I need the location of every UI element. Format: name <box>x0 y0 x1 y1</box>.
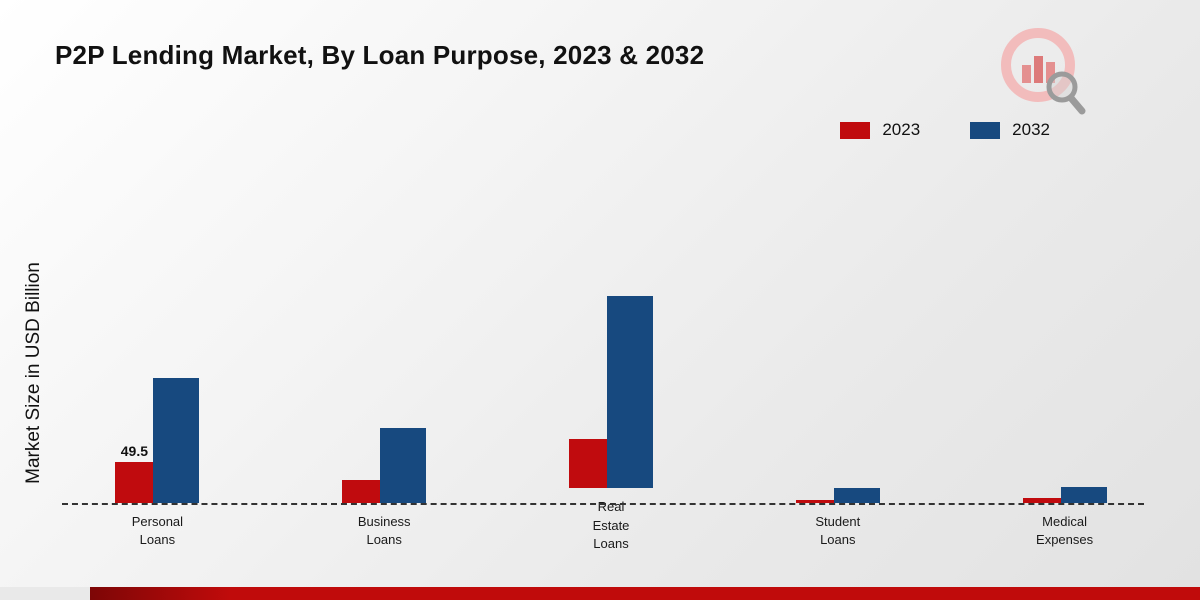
bar-group-student-loans: Student Loans <box>724 293 951 553</box>
legend-label-2023: 2023 <box>882 120 921 139</box>
bar-2032-personal-loans <box>153 378 200 503</box>
data-label-personal-2023: 49.5 <box>120 443 149 460</box>
legend-item-2032: 2032 <box>970 120 1050 140</box>
category-label-student-loans: Student Loans <box>815 514 861 548</box>
bar-2023-personal-loans: 49.5 <box>115 443 154 503</box>
y-axis-label: Market Size in USD Billion <box>23 262 44 484</box>
bar-2032-business-loans <box>380 427 427 503</box>
category-label-medical-expenses: Medical Expenses <box>1036 514 1094 548</box>
bar-2023-medical-expenses <box>1022 498 1061 503</box>
bar-2032-student-loans <box>833 488 880 503</box>
bar-group-personal-loans: 49.5 Personal Loans <box>44 293 271 553</box>
bar-2023-student-loans <box>795 499 834 503</box>
bar-group-real-estate-loans: Real Estate Loans <box>498 293 725 553</box>
plot-area: 49.5 Personal Loans Business Loans Real … <box>44 293 1178 553</box>
category-label-business-loans: Business Loans <box>357 514 411 548</box>
bar-group-business-loans: Business Loans <box>271 293 498 553</box>
legend-swatch-2032 <box>970 121 1001 139</box>
category-label-real-estate-loans: Real Estate Loans <box>592 499 630 551</box>
bar-2023-business-loans <box>342 480 381 503</box>
legend-item-2023: 2023 <box>840 120 920 140</box>
legend: 2023 2032 <box>840 120 1050 140</box>
bar-2023-real-estate-loans <box>568 439 607 489</box>
category-label-personal-loans: Personal Loans <box>131 514 184 548</box>
page-title: P2P Lending Market, By Loan Purpose, 202… <box>55 40 705 70</box>
bar-group-medical-expenses: Medical Expenses <box>951 293 1178 553</box>
bar-2032-real-estate-loans <box>606 295 653 489</box>
legend-label-2032: 2032 <box>1012 120 1050 139</box>
legend-swatch-2023 <box>840 121 871 139</box>
x-axis-baseline <box>62 503 1144 505</box>
bar-2032-medical-expenses <box>1060 486 1107 503</box>
bottom-accent-band <box>0 587 1200 600</box>
brand-logo-icon <box>1001 28 1086 115</box>
